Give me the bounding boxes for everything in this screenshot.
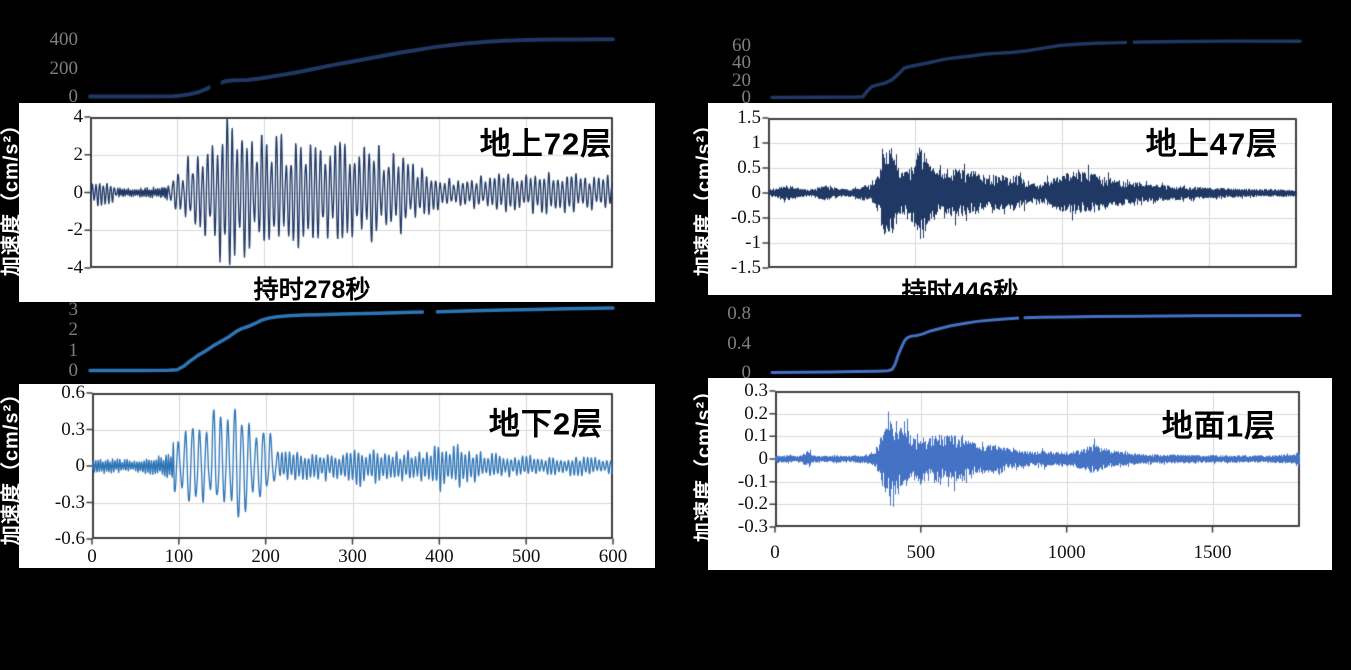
mini-ytick-label: 0.4 (727, 332, 751, 354)
duration-caption-72F: 持时278秒 (253, 276, 371, 302)
duration-caption-47F: 持时446秒 (901, 278, 1019, 295)
panel-card-above-ground-72F: 持时278秒 (19, 103, 655, 302)
mini-ytick-label: 60 (732, 34, 751, 56)
mini-ytick-label: 3 (68, 299, 79, 320)
mini-ytick-label: 40 (732, 52, 751, 73)
panel-card-above-ground-47F: 持时446秒 (708, 103, 1332, 295)
mini-ytick-label: 0 (68, 360, 79, 381)
mini-ytick-label: 0.8 (727, 303, 751, 324)
mini-ytick-label: 2 (68, 319, 79, 341)
mini-ytick-label: 200 (49, 57, 79, 79)
panel-card-below-ground-B2F (19, 384, 655, 568)
mini-ytick-label: 20 (732, 69, 751, 91)
panel-card-ground-1F (708, 378, 1332, 570)
mini-ytick-label: 400 (49, 29, 79, 50)
mini-ytick-label: 1 (68, 339, 79, 361)
